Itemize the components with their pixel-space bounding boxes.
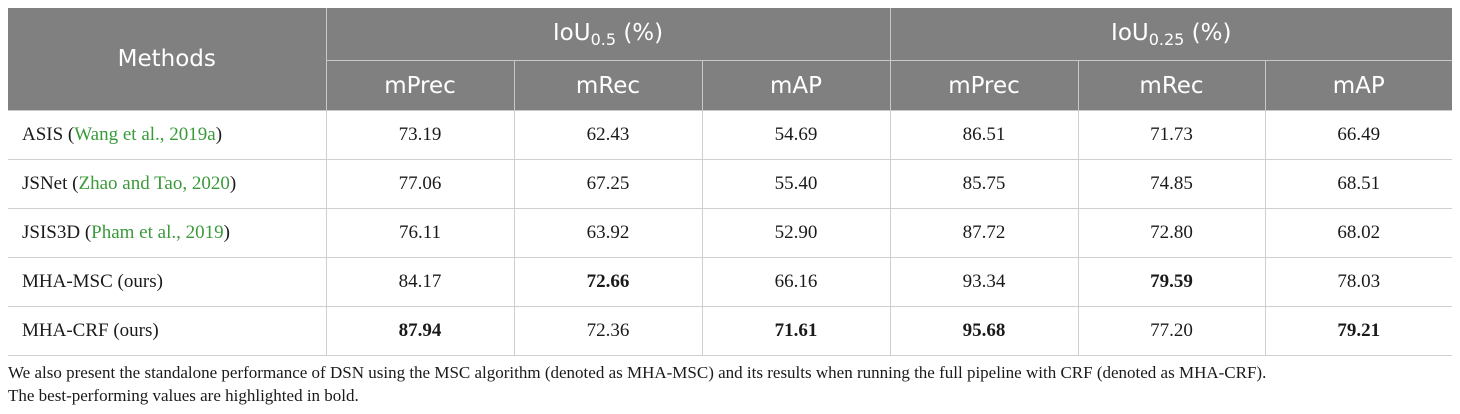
iou-05-base: IoU xyxy=(552,19,591,46)
iou-05-header: IoU0.5 (%) xyxy=(326,8,891,61)
method-name-close: ) xyxy=(215,124,223,145)
citation-link[interactable]: Zhao and Tao, 2020 xyxy=(78,173,230,194)
value-cell: 71.73 xyxy=(1078,110,1266,160)
method-name-close: ) xyxy=(229,173,237,194)
table-row: MHA-CRF (ours) 87.94 72.36 71.61 95.68 77.20 7… xyxy=(8,306,1453,356)
value-cell: 87.72 xyxy=(890,208,1079,258)
value-cell: 66.16 xyxy=(702,257,891,307)
iou-025-unit: (%) xyxy=(1184,19,1232,46)
method-name: ASIS ( xyxy=(22,124,75,145)
footnote-line-1: We also present the standalone performan… xyxy=(8,363,1267,382)
footnote-line-2: The best-performing values are highlight… xyxy=(8,386,359,405)
value-cell: 77.20 xyxy=(1078,306,1266,356)
iou-025-header: IoU0.25 (%) xyxy=(890,8,1453,61)
value-cell: 78.03 xyxy=(1265,257,1453,307)
table-row: JSIS3D (Pham et al., 2019) 76.11 63.92 52.9… xyxy=(8,208,1453,258)
method-name-cell: JSNet (Zhao and Tao, 2020) xyxy=(8,159,327,209)
subcol-header: mRec xyxy=(514,60,703,111)
table-row: MHA-MSC (ours) 84.17 72.66 66.16 93.34 79.59 7… xyxy=(8,257,1453,307)
value-cell: 86.51 xyxy=(890,110,1079,160)
results-table: Methods IoU0.5 (%) IoU0.25 (%) mPrec mRe… xyxy=(8,8,1453,356)
value-cell: 68.51 xyxy=(1265,159,1453,209)
subcol-header: mPrec xyxy=(326,60,515,111)
method-name-cell: MHA-MSC (ours) xyxy=(8,257,327,307)
iou-05-sub: 0.5 xyxy=(590,29,617,49)
value-cell: 63.92 xyxy=(514,208,703,258)
value-cell: 84.17 xyxy=(326,257,515,307)
value-cell: 62.43 xyxy=(514,110,703,160)
table-footnote: We also present the standalone performan… xyxy=(8,361,1452,407)
value-cell: 77.06 xyxy=(326,159,515,209)
table-row: ASIS (Wang et al., 2019a) 73.19 62.43 54.69… xyxy=(8,110,1453,160)
method-name: JSIS3D ( xyxy=(22,222,92,243)
value-cell: 76.11 xyxy=(326,208,515,258)
value-cell: 72.80 xyxy=(1078,208,1266,258)
iou-025-sub: 0.25 xyxy=(1148,29,1185,49)
value-cell: 72.66 xyxy=(514,257,703,307)
table-body: ASIS (Wang et al., 2019a) 73.19 62.43 54.69… xyxy=(8,110,1453,356)
value-cell: 87.94 xyxy=(326,306,515,356)
method-name-cell: ASIS (Wang et al., 2019a) xyxy=(8,110,327,160)
value-cell: 71.61 xyxy=(702,306,891,356)
method-name: MHA-MSC (ours) xyxy=(22,271,163,292)
method-name-cell: MHA-CRF (ours) xyxy=(8,306,327,356)
method-name: JSNet ( xyxy=(22,173,79,194)
subcol-header: mRec xyxy=(1078,60,1266,111)
citation-link[interactable]: Pham et al., 2019 xyxy=(91,222,224,243)
value-cell: 67.25 xyxy=(514,159,703,209)
subcol-header: mAP xyxy=(702,60,891,111)
value-cell: 95.68 xyxy=(890,306,1079,356)
iou-05-unit: (%) xyxy=(616,19,664,46)
value-cell: 52.90 xyxy=(702,208,891,258)
value-cell: 68.02 xyxy=(1265,208,1453,258)
value-cell: 54.69 xyxy=(702,110,891,160)
citation-link[interactable]: Wang et al., 2019a xyxy=(74,124,216,145)
value-cell: 66.49 xyxy=(1265,110,1453,160)
value-cell: 79.59 xyxy=(1078,257,1266,307)
iou-025-base: IoU xyxy=(1111,19,1149,46)
method-name-close: ) xyxy=(223,222,230,243)
methods-header: Methods xyxy=(8,8,327,111)
value-cell: 93.34 xyxy=(890,257,1079,307)
value-cell: 85.75 xyxy=(890,159,1079,209)
value-cell: 74.85 xyxy=(1078,159,1266,209)
subcol-header: mAP xyxy=(1265,60,1453,111)
table-row: JSNet (Zhao and Tao, 2020) 77.06 67.25 55.4… xyxy=(8,159,1453,209)
method-name-cell: JSIS3D (Pham et al., 2019) xyxy=(8,208,327,258)
value-cell: 55.40 xyxy=(702,159,891,209)
value-cell: 73.19 xyxy=(326,110,515,160)
method-name: MHA-CRF (ours) xyxy=(22,320,159,341)
subcol-header: mPrec xyxy=(890,60,1079,111)
results-table-container: Methods IoU0.5 (%) IoU0.25 (%) mPrec mRe… xyxy=(8,8,1453,356)
value-cell: 79.21 xyxy=(1265,306,1453,356)
value-cell: 72.36 xyxy=(514,306,703,356)
